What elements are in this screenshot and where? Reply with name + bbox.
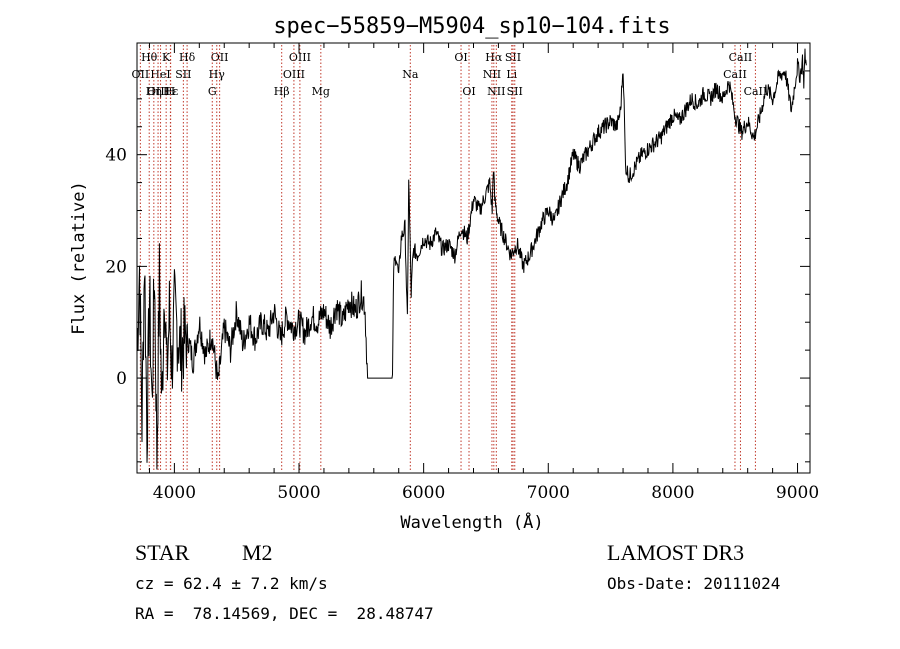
x-tick-label: 6000: [402, 483, 445, 503]
x-tick-label: 9000: [776, 483, 819, 503]
spectral-line-label: Hγ: [209, 68, 226, 81]
spectral-line-label: CaII: [744, 85, 768, 98]
x-tick-label: 7000: [527, 483, 570, 503]
chart-title: spec−55859−M5904_sp10−104.fits: [273, 14, 670, 39]
spectral-line-label: SII: [175, 68, 191, 81]
spectral-line-label: OI: [454, 51, 467, 64]
spectral-line-label: OIII: [147, 85, 169, 98]
spectral-line-label: Mg: [312, 85, 330, 98]
x-tick-label: 4000: [153, 483, 196, 503]
spectral-line-label: OI: [462, 85, 475, 98]
y-axis-label: Flux (relative): [69, 181, 89, 335]
spectral-line-label: Li: [506, 68, 517, 81]
x-axis-label: Wavelength (Å): [400, 511, 543, 533]
spectral-line-label: Hα: [485, 51, 503, 64]
spectral-line-label: Hδ: [179, 51, 196, 64]
spectral-line-label: HeI: [150, 68, 170, 81]
redshift-velocity: cz = 62.4 ± 7.2 km/s: [135, 574, 328, 593]
spectral-line-label: OIII: [289, 51, 311, 64]
object-subclass: M2: [242, 540, 273, 565]
x-tick-label: 8000: [651, 483, 694, 503]
flux-series-line: [136, 48, 807, 470]
y-tick-label: 20: [105, 257, 127, 277]
spectral-line-label: Hθ: [141, 51, 158, 64]
spectral-line-label: Hη: [146, 85, 162, 98]
spectral-line-label: OII: [132, 68, 150, 81]
spectral-line-label: H: [166, 85, 176, 98]
spectral-line-label: Na: [402, 68, 419, 81]
spectral-line-label: G: [208, 85, 217, 98]
x-axis-ticks: 4000 5000 6000 7000 8000 9000: [148, 43, 819, 503]
spectral-line-label: NII: [487, 85, 505, 98]
y-tick-label: 40: [105, 146, 127, 166]
spectral-line-label: CaII: [723, 68, 747, 81]
survey-name: LAMOST DR3: [607, 540, 745, 565]
observation-date: Obs-Date: 20111024: [607, 574, 781, 593]
plot-frame: [136, 42, 811, 474]
spectral-line-label: CaII: [729, 51, 753, 64]
spectral-line-label: NII: [483, 68, 501, 81]
spectral-line-label: SII: [507, 85, 523, 98]
spectral-line-label: K: [162, 51, 171, 64]
sky-coordinates: RA = 78.14569, DEC = 28.48747: [135, 604, 434, 623]
x-tick-label: 5000: [277, 483, 320, 503]
y-axis-ticks: 0 20 40: [105, 70, 810, 463]
spectral-line-label: OII: [211, 51, 229, 64]
spectral-line-label: SII: [505, 51, 521, 64]
spectral-line-label: OIII: [283, 68, 305, 81]
spectral-line-label: Hβ: [274, 85, 290, 98]
object-class: STAR: [135, 540, 190, 565]
y-tick-label: 0: [116, 369, 127, 389]
